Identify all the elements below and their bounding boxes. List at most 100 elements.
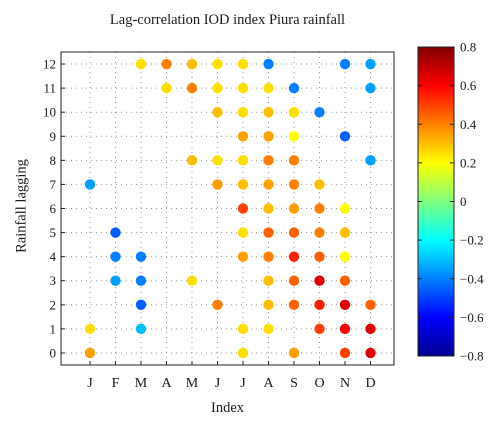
data-point [314, 227, 325, 238]
y-tick-label: 12 [43, 57, 56, 72]
data-point [186, 275, 198, 286]
x-tick-label: A [263, 376, 274, 391]
data-point [288, 227, 300, 238]
data-point [339, 299, 351, 311]
data-point [288, 347, 300, 359]
data-point [314, 179, 325, 190]
data-point [365, 299, 376, 311]
data-point [263, 323, 274, 335]
x-tick-label: J [215, 376, 221, 391]
data-point [84, 347, 96, 359]
data-point [263, 203, 274, 214]
colorbar-tick-label: −0.2 [460, 233, 484, 248]
data-point [314, 203, 325, 214]
y-tick-label: 2 [50, 297, 57, 312]
x-tick-label: O [314, 376, 324, 391]
data-point [365, 155, 376, 166]
data-point [314, 275, 325, 286]
data-point [186, 82, 198, 94]
data-point [288, 179, 300, 190]
data-point [212, 82, 223, 94]
data-point [339, 227, 351, 238]
x-tick-label: N [340, 376, 350, 391]
data-point [263, 131, 274, 142]
x-tick-label: J [240, 376, 246, 391]
x-axis-label: Index [210, 400, 244, 416]
data-point [365, 323, 376, 335]
data-point [237, 323, 249, 335]
data-point [288, 251, 300, 262]
data-point [84, 179, 96, 190]
data-point [237, 82, 249, 94]
x-tick-label: A [161, 376, 172, 391]
data-point [237, 106, 249, 118]
y-tick-label: 11 [43, 81, 56, 96]
data-point [263, 106, 274, 118]
data-point [212, 179, 223, 190]
data-point [339, 347, 351, 359]
data-point [212, 299, 223, 311]
colorbar-tick-label: −0.8 [460, 349, 484, 364]
data-point [314, 106, 325, 118]
data-point [237, 131, 249, 142]
data-point [314, 251, 325, 262]
data-point [339, 131, 351, 142]
data-point [288, 299, 300, 311]
x-tick-label: M [186, 376, 199, 391]
y-tick-label: 8 [50, 153, 57, 168]
y-tick-label: 1 [50, 321, 57, 336]
data-point [186, 155, 198, 166]
data-point [135, 323, 147, 335]
data-point [110, 275, 121, 286]
colorbar: 0.8 0.6 0.4 0.2 0 −0.2 −0.4 −0.6 −0.8 [417, 40, 484, 364]
data-point [237, 251, 249, 262]
y-tick-label: 9 [50, 129, 57, 144]
data-point [237, 155, 249, 166]
data-point [237, 203, 249, 214]
data-point [339, 203, 351, 214]
colorbar-tick-label: −0.4 [460, 271, 484, 286]
colorbar-tick-label: 0.4 [460, 117, 477, 132]
data-point [314, 299, 325, 311]
data-point [263, 155, 274, 166]
data-point [237, 58, 249, 70]
data-point [263, 251, 274, 262]
data-point [263, 82, 274, 94]
data-point [135, 251, 147, 262]
data-point [263, 179, 274, 190]
data-point [135, 275, 147, 286]
data-point [161, 82, 172, 94]
colorbar-tick-label: 0.2 [460, 155, 476, 170]
y-tick-label: 5 [50, 225, 57, 240]
colorbar-tick-label: 0 [460, 194, 467, 209]
data-point [212, 155, 223, 166]
colorbar-gradient [417, 46, 455, 357]
data-point [263, 299, 274, 311]
x-tick-label: S [290, 376, 298, 391]
data-point [288, 155, 300, 166]
data-point [84, 323, 96, 335]
data-point [365, 347, 376, 359]
data-point [288, 131, 300, 142]
x-tick-label: J [87, 376, 93, 391]
data-point [339, 58, 351, 70]
data-point [110, 227, 121, 238]
data-point [365, 58, 376, 70]
data-point [263, 227, 274, 238]
data-point [237, 227, 249, 238]
x-tick-label: D [365, 376, 375, 391]
x-tick-label: M [135, 376, 148, 391]
data-point [288, 275, 300, 286]
y-tick-label: 6 [50, 201, 57, 216]
data-point [314, 323, 325, 335]
data-point [110, 251, 121, 262]
data-point [339, 251, 351, 262]
data-point [288, 82, 300, 94]
colorbar-tick-label: −0.6 [460, 310, 484, 325]
data-point [263, 275, 274, 286]
x-tick-label: F [112, 376, 120, 391]
data-points [84, 58, 376, 359]
data-point [288, 106, 300, 118]
data-point [365, 82, 376, 94]
